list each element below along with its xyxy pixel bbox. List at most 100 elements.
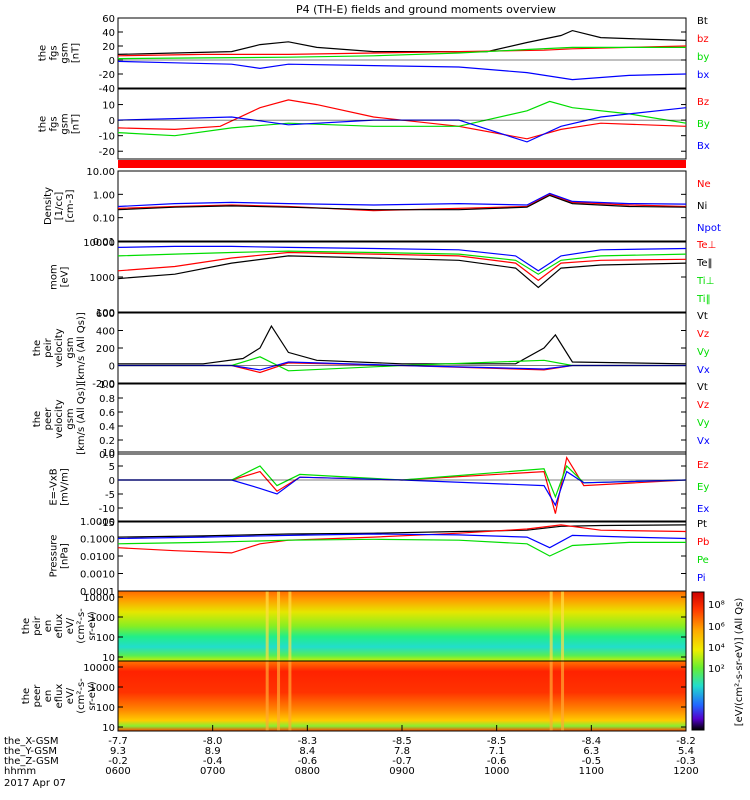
x-row-label: 2017 Apr 07	[4, 778, 66, 789]
y-axis-label: eV/	[65, 687, 76, 704]
x-tick-label: -0.4	[203, 756, 223, 767]
y-tick-label: 5	[109, 462, 115, 473]
x-row-label: the_Y-GSM	[4, 746, 57, 757]
y-tick-label: 10	[102, 101, 115, 112]
series-Pe	[117, 538, 686, 557]
x-tick-label: 8.9	[205, 746, 221, 757]
x-tick-label: -8.0	[203, 736, 223, 747]
y-axis-label: the	[21, 688, 32, 704]
legend-entry: Bx	[697, 141, 710, 152]
x-tick-label: -8.4	[582, 736, 602, 747]
y-axis-label: gsm	[65, 337, 76, 358]
panel-frame	[117, 383, 687, 455]
y-tick-label: 100	[96, 633, 115, 644]
legend-entry: bx	[697, 70, 709, 81]
legend-entry: Vz	[697, 329, 709, 340]
x-tick-label: -8.5	[487, 736, 507, 747]
y-tick-label: 0.8	[99, 394, 115, 405]
series-by	[117, 46, 686, 60]
y-axis-label: fgs	[49, 116, 60, 131]
legend-entry: Vx	[697, 436, 710, 447]
panel-frame	[117, 312, 687, 384]
y-tick-label: 10	[102, 448, 115, 459]
y-axis-label: gsm	[60, 42, 71, 63]
x-tick-label: 7.1	[489, 746, 505, 757]
spectrogram-band	[277, 591, 281, 661]
legend-entry: Te‖	[696, 258, 713, 269]
x-tick-label: 1100	[579, 766, 604, 777]
y-tick-label: 10	[102, 653, 115, 664]
panel-9: 10000 1000 100 10 the peir en eflux eV/(cm²-s-sr…	[21, 590, 687, 664]
panel-frame	[117, 88, 687, 160]
x-tick-label: 1000	[484, 766, 509, 777]
y-tick-label: 40	[102, 28, 115, 39]
y-tick-label: -200	[92, 379, 115, 390]
series-Vx	[118, 361, 686, 371]
y-tick-label: 1000	[90, 273, 115, 284]
series-Ti‖	[117, 250, 687, 275]
legend-entry: By	[697, 119, 710, 130]
y-axis-label: eflux	[54, 614, 65, 639]
x-tick-label: 0900	[389, 766, 414, 777]
spectrogram-ion	[118, 591, 686, 661]
y-axis-label: Density	[43, 187, 54, 225]
spectrogram-band	[549, 661, 553, 731]
legend-entry: Pi	[697, 573, 706, 584]
panel-3: 10.00 1.00 0.10 0.01 Density [1/cc] [cm-3] Ne Ni…	[43, 167, 721, 248]
colorbar-label: [eV/(cm²-s-sr-eV)] (All Qs)	[734, 598, 745, 727]
y-tick-label: 0.0010	[80, 570, 115, 581]
y-tick-label: 60	[102, 14, 115, 25]
x-tick-label: -0.7	[392, 756, 412, 767]
x-tick-label: -8.3	[298, 736, 318, 747]
y-tick-label: 20	[102, 42, 115, 53]
legend-entry: Pe	[697, 555, 709, 566]
y-tick-label: -20	[99, 70, 115, 81]
x-tick-label: 1200	[673, 766, 698, 777]
y-tick-label: 10000	[83, 593, 115, 604]
series-Vy	[118, 356, 686, 372]
y-axis-label: the	[32, 411, 43, 427]
y-tick-label: 1.00	[93, 190, 115, 201]
series-Npot	[117, 192, 687, 208]
x-tick-label: 7.8	[394, 746, 410, 757]
y-axis-label: (cm²-s-	[76, 608, 87, 644]
spectrogram-band	[549, 591, 553, 661]
y-tick-label: 0	[109, 116, 115, 127]
series-Te⊥	[117, 251, 687, 282]
colorbar-scale	[691, 591, 705, 731]
y-axis-label: sr-eV)	[87, 611, 98, 640]
spectrogram-band	[265, 661, 269, 731]
x-tick-label: -7.7	[108, 736, 128, 747]
x-row-label: hhmm	[4, 766, 36, 777]
y-axis-label: the	[38, 45, 49, 61]
y-axis-label: mom	[49, 264, 60, 290]
y-tick-label: 0.4	[99, 422, 115, 433]
panel-5: 600 400 200 0 -200 the peir velocity gsm [km/s (A…	[32, 309, 710, 390]
y-tick-label: 1000	[90, 613, 115, 624]
y-tick-label: 0.0	[99, 450, 115, 461]
y-axis-label: en	[43, 690, 54, 703]
y-tick-label: 10	[102, 723, 115, 734]
x-tick-label: -8.5	[392, 736, 412, 747]
panel-frame	[117, 451, 687, 523]
y-axis-label: sr-eV)	[87, 681, 98, 710]
legend-entry: Bt	[697, 16, 708, 27]
y-axis-label: (cm²-s-	[76, 678, 87, 714]
y-axis-label: [mV/m]	[60, 468, 71, 506]
y-axis-label: [nT]	[71, 43, 82, 63]
legend-entry: Vt	[697, 311, 708, 322]
y-axis-label: gsm	[65, 408, 76, 429]
colorbar-tick-label: 10⁶	[708, 622, 725, 633]
x-tick-label: -0.6	[487, 756, 507, 767]
y-tick-label: 100	[96, 703, 115, 714]
y-tick-label: -5	[105, 490, 115, 501]
series-Bz	[117, 99, 687, 140]
x-row-label: the_Z-GSM	[4, 756, 59, 767]
series-Ti⊥	[117, 245, 687, 272]
panel-4: 10000 1000 100 mom [eV] Te⊥ Te‖ Ti⊥ Ti‖	[49, 238, 717, 319]
y-tick-label: -40	[99, 84, 115, 95]
x-tick-label: 6.3	[583, 746, 599, 757]
x-tick-label: -0.3	[676, 756, 696, 767]
